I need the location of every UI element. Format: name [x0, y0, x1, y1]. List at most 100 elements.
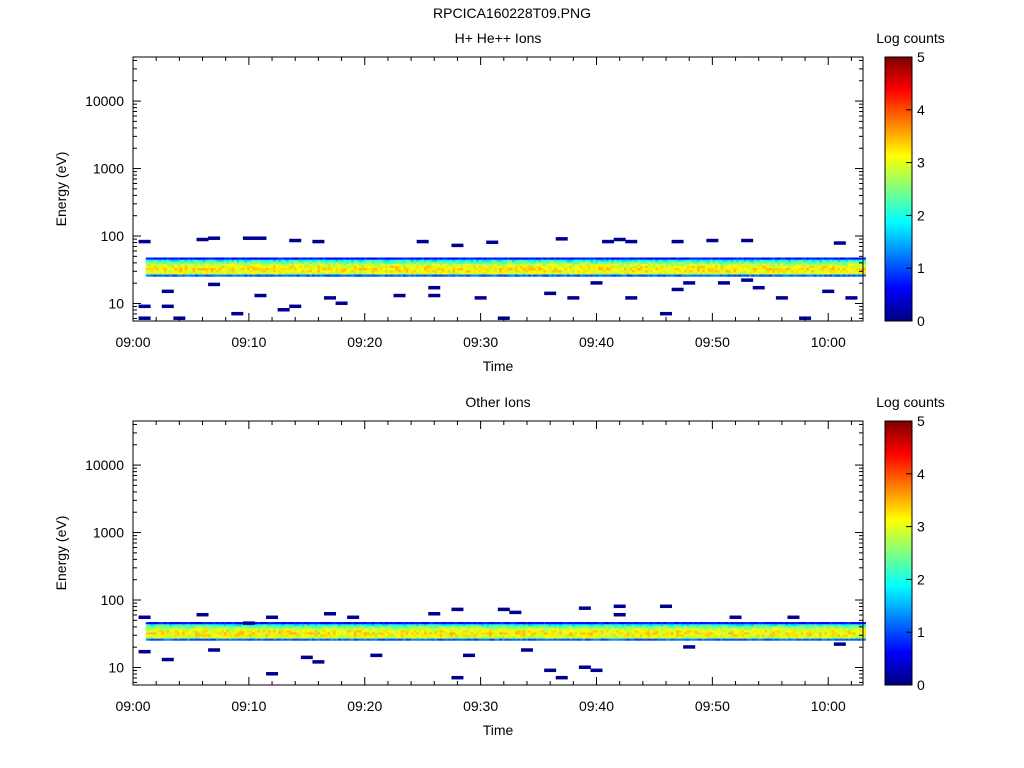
band-cell — [543, 630, 549, 633]
band-cell — [517, 632, 523, 635]
band-cell — [608, 259, 614, 262]
page-title: RPCICA160228T09.PNG — [433, 5, 591, 21]
band-cell — [176, 624, 183, 627]
band-cell — [595, 261, 601, 264]
data-point — [752, 285, 765, 290]
band-cell — [556, 624, 562, 627]
band-cell — [829, 259, 835, 262]
band-cell — [686, 626, 692, 629]
band-cell — [543, 634, 549, 637]
band-cell — [543, 259, 549, 262]
band-cell — [621, 630, 627, 633]
band-cell — [647, 624, 653, 627]
band-cell — [228, 272, 235, 275]
band-cell — [764, 257, 770, 260]
band-cell — [673, 638, 679, 641]
band-cell — [163, 274, 170, 277]
band-cell — [790, 624, 796, 627]
band-cell — [228, 634, 235, 637]
x-tick-label: 09:20 — [347, 334, 382, 350]
band-cell — [530, 270, 536, 273]
band-cell — [189, 270, 196, 273]
band-cell — [150, 634, 157, 637]
band-cell — [829, 263, 835, 267]
band-cell — [241, 638, 248, 641]
band-cell — [556, 268, 562, 271]
band-cell — [228, 626, 235, 629]
band-cell — [751, 266, 757, 269]
band-cell — [764, 634, 770, 637]
band-cell — [816, 270, 822, 273]
band-cell — [803, 632, 809, 635]
band-cell — [189, 638, 196, 641]
band-cell — [673, 272, 679, 275]
band-cell — [163, 257, 170, 260]
band-cell — [842, 272, 848, 275]
data-point — [567, 296, 580, 300]
band-cell — [803, 259, 809, 262]
band-cell — [189, 632, 196, 635]
band-cell — [556, 259, 562, 262]
band-cell — [228, 638, 235, 641]
band-cell — [582, 636, 588, 639]
band-cell — [556, 263, 562, 267]
band-cell — [751, 632, 757, 635]
band-cell — [530, 261, 536, 264]
band-cell — [163, 626, 170, 629]
band-cell — [777, 263, 783, 267]
band-cell — [634, 272, 640, 275]
band-cell — [228, 270, 235, 273]
band-cell — [855, 266, 861, 269]
band-cell — [647, 270, 653, 273]
band-cell — [228, 624, 235, 627]
band-cell — [530, 632, 536, 635]
band-cell — [699, 270, 705, 273]
band-cell — [517, 622, 523, 625]
band-cell — [751, 272, 757, 275]
band-cell — [189, 626, 196, 629]
y-tick-label: 1000 — [93, 161, 124, 177]
band-cell — [163, 624, 170, 627]
band-cell — [738, 274, 744, 277]
band-cell — [790, 263, 796, 267]
band-cell — [777, 630, 783, 633]
band-cell — [855, 270, 861, 273]
band-cell — [738, 261, 744, 264]
data-point — [254, 236, 267, 240]
band-cell — [855, 272, 861, 275]
band-cell — [163, 266, 170, 269]
band-cell — [803, 263, 809, 267]
band-cell — [725, 626, 731, 629]
band-cell — [241, 261, 248, 264]
band-cell — [530, 636, 536, 639]
data-point — [544, 291, 557, 296]
band-cell — [517, 630, 523, 633]
band-cell — [543, 626, 549, 629]
band-cell — [189, 622, 196, 625]
band-cell — [530, 622, 536, 625]
band-cell — [530, 272, 536, 275]
band-cell — [569, 628, 575, 631]
band-cell — [803, 624, 809, 627]
band-cell — [725, 622, 731, 625]
band-cell — [712, 272, 718, 275]
data-point — [335, 301, 348, 305]
band-cell — [764, 263, 770, 267]
band-cell — [608, 628, 614, 631]
band-cell — [842, 261, 848, 264]
band-cell — [582, 632, 588, 635]
colorbar-tick-label: 0 — [917, 313, 925, 329]
band-cell — [751, 624, 757, 627]
band-cell — [751, 630, 757, 633]
band-cell — [202, 636, 209, 639]
band-cell — [215, 628, 222, 631]
band-cell — [215, 261, 222, 264]
band-cell — [582, 622, 588, 625]
band-cell — [241, 632, 248, 635]
data-point — [138, 304, 151, 309]
band-cell — [764, 622, 770, 625]
band-cell — [686, 274, 692, 277]
band-cell — [569, 626, 575, 629]
